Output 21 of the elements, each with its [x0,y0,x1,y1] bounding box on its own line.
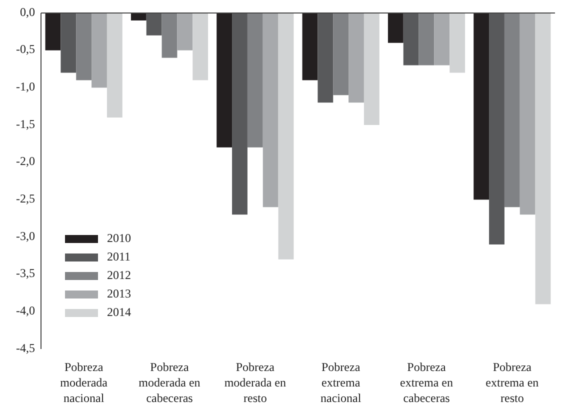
y-tick-label: -3,0 [16,228,35,243]
y-tick-label: -3,5 [16,266,35,280]
legend-label: 2011 [107,249,131,264]
y-tick-label: -4,0 [16,303,35,318]
legend-label: 2013 [107,286,131,300]
legend-label: 2014 [107,304,131,319]
y-tick-label: 0,0 [20,4,35,19]
x-tick-label: Pobreza extrema en cabeceras [400,360,453,405]
x-tick-label: Pobreza extrema nacional [320,360,362,405]
legend-label: 2012 [107,268,131,282]
x-tick-label: Pobreza moderada en resto [224,360,286,405]
y-tick-label: -2,0 [16,154,35,168]
y-tick-label: -2,5 [16,191,35,206]
y-tick-label: -0,5 [16,42,35,56]
x-tick-label: Pobreza moderada en cabeceras [138,360,200,405]
y-tick-label: -1,0 [16,79,35,94]
y-tick-label: -1,5 [16,116,35,131]
x-tick-label: Pobreza extrema en resto [486,360,539,405]
legend-label: 2010 [107,230,131,245]
x-tick-label: Pobreza moderada nacional [60,360,108,405]
y-tick-label: -4,5 [16,340,35,355]
